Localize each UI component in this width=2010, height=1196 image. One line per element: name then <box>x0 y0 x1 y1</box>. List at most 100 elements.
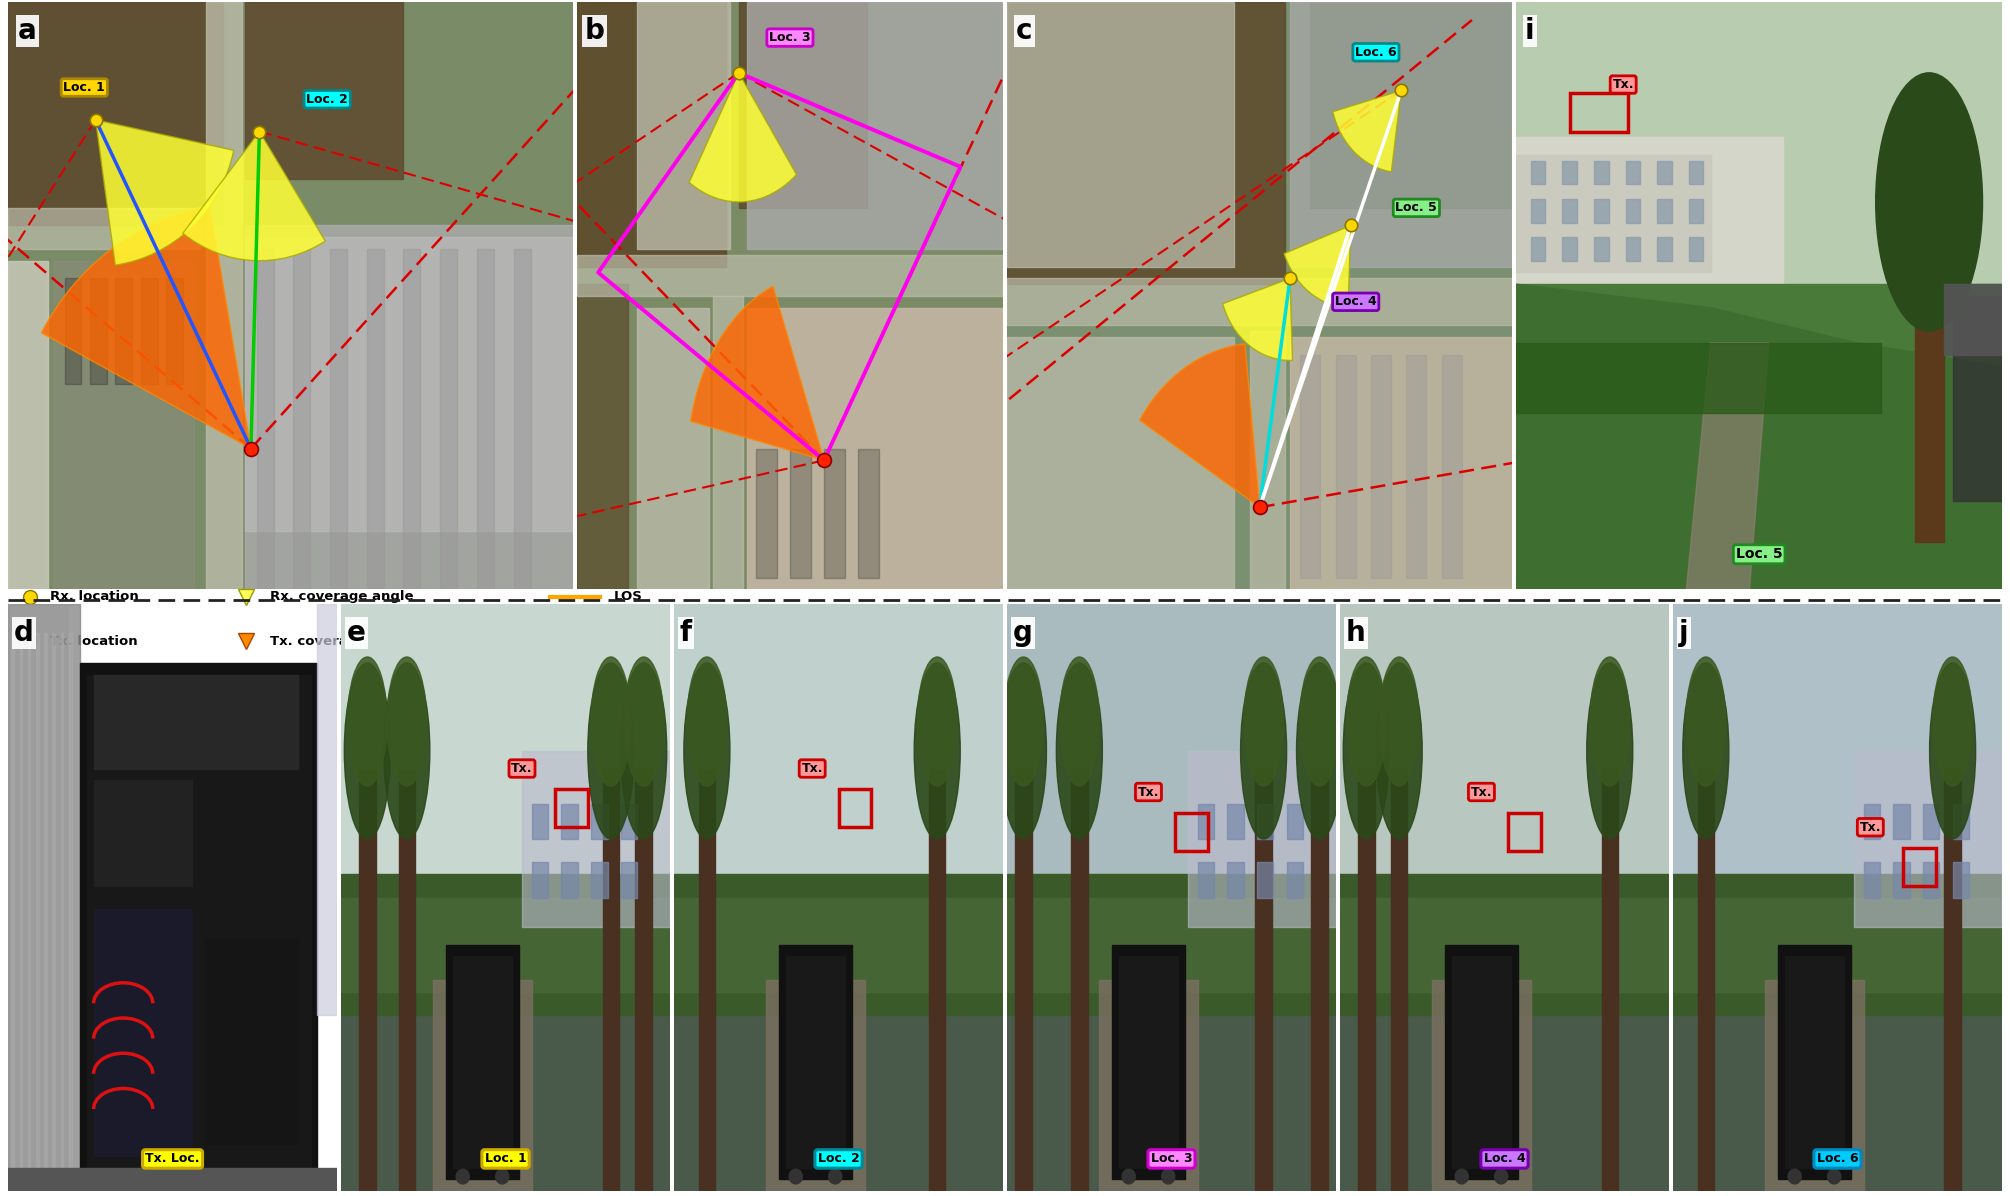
Bar <box>1952 804 1970 838</box>
Bar <box>824 448 846 578</box>
Bar <box>167 279 183 384</box>
Bar <box>52 261 195 590</box>
Ellipse shape <box>1296 663 1343 838</box>
Bar <box>1300 355 1321 578</box>
Bar <box>621 862 637 898</box>
Bar <box>8 604 80 1191</box>
Bar <box>360 769 376 1191</box>
Bar <box>64 279 82 384</box>
Bar <box>1290 2 1512 267</box>
Bar <box>432 980 533 1191</box>
Text: Loc. 6: Loc. 6 <box>1817 1153 1859 1165</box>
Ellipse shape <box>1686 657 1725 786</box>
Bar <box>1516 2 2002 343</box>
Ellipse shape <box>1789 1170 1801 1184</box>
Bar <box>561 804 579 838</box>
Bar <box>1562 161 1578 184</box>
Text: Loc. 2: Loc. 2 <box>306 93 348 105</box>
Bar <box>714 295 744 590</box>
Bar <box>1570 93 1628 132</box>
Ellipse shape <box>1455 1170 1467 1184</box>
Bar <box>1286 862 1302 898</box>
Bar <box>790 448 812 578</box>
Bar <box>293 249 310 590</box>
Bar <box>1602 769 1618 1191</box>
Bar <box>1924 862 1940 898</box>
Text: Loc. 3: Loc. 3 <box>770 31 810 44</box>
Ellipse shape <box>1682 663 1729 838</box>
Bar <box>8 261 48 590</box>
Bar <box>1407 355 1427 578</box>
Bar <box>1311 769 1329 1191</box>
Polygon shape <box>1686 343 1769 590</box>
Wedge shape <box>691 286 824 460</box>
Text: Loc. 1: Loc. 1 <box>64 81 105 94</box>
Bar <box>60 634 64 1191</box>
Text: Loc. 2: Loc. 2 <box>818 1153 860 1165</box>
Text: Loc. 6: Loc. 6 <box>1355 45 1397 59</box>
Bar <box>1359 769 1375 1191</box>
Bar <box>1256 769 1272 1191</box>
Bar <box>452 957 513 1167</box>
Text: Loc. 4: Loc. 4 <box>1335 295 1377 309</box>
Bar <box>446 945 519 1179</box>
Bar <box>1562 237 1578 261</box>
Bar <box>1863 862 1879 898</box>
Bar <box>1341 874 1668 1015</box>
Bar <box>1672 874 2002 1015</box>
Text: Tx. location: Tx. location <box>50 635 139 648</box>
Text: h: h <box>1347 618 1365 647</box>
Bar <box>748 2 1003 249</box>
Bar <box>1656 237 1672 261</box>
Ellipse shape <box>1003 657 1043 786</box>
Bar <box>1863 804 1879 838</box>
Bar <box>12 634 14 1191</box>
Bar <box>748 307 1003 590</box>
Bar <box>1188 751 1337 927</box>
Bar <box>637 2 730 249</box>
Bar <box>561 862 579 898</box>
Ellipse shape <box>1827 1170 1841 1184</box>
Bar <box>52 634 54 1191</box>
Text: Loc. 3: Loc. 3 <box>1150 1153 1192 1165</box>
Bar <box>1688 161 1702 184</box>
Wedge shape <box>96 120 233 266</box>
Ellipse shape <box>828 1170 842 1184</box>
Bar <box>245 237 573 531</box>
Ellipse shape <box>1377 663 1423 838</box>
Bar <box>20 634 22 1191</box>
Bar <box>342 604 669 909</box>
Bar <box>1672 604 2002 909</box>
Bar <box>1007 898 1337 1191</box>
Bar <box>591 804 607 838</box>
Wedge shape <box>1222 279 1292 360</box>
Ellipse shape <box>591 657 631 786</box>
Bar <box>90 279 107 384</box>
Text: Tx.: Tx. <box>802 762 822 775</box>
Bar <box>28 634 30 1191</box>
Wedge shape <box>1140 343 1260 507</box>
Bar <box>80 663 318 1179</box>
Bar <box>555 789 587 828</box>
Ellipse shape <box>587 663 633 838</box>
Bar <box>673 898 1003 991</box>
Ellipse shape <box>1240 663 1286 838</box>
Bar <box>1656 161 1672 184</box>
Ellipse shape <box>915 663 961 838</box>
Bar <box>1431 980 1532 1191</box>
Bar <box>44 634 46 1191</box>
Polygon shape <box>1516 285 2002 590</box>
Ellipse shape <box>1347 657 1387 786</box>
Text: Tx.: Tx. <box>1859 820 1881 834</box>
Bar <box>1672 898 2002 991</box>
Bar <box>1120 957 1178 1167</box>
Bar <box>257 249 273 590</box>
Text: Tx.: Tx. <box>1612 78 1634 91</box>
Bar <box>1516 343 1881 414</box>
Bar <box>1099 980 1198 1191</box>
Bar <box>8 1167 338 1191</box>
Bar <box>577 2 726 267</box>
Bar <box>1698 769 1715 1191</box>
Ellipse shape <box>1875 73 1982 331</box>
Wedge shape <box>183 132 326 261</box>
